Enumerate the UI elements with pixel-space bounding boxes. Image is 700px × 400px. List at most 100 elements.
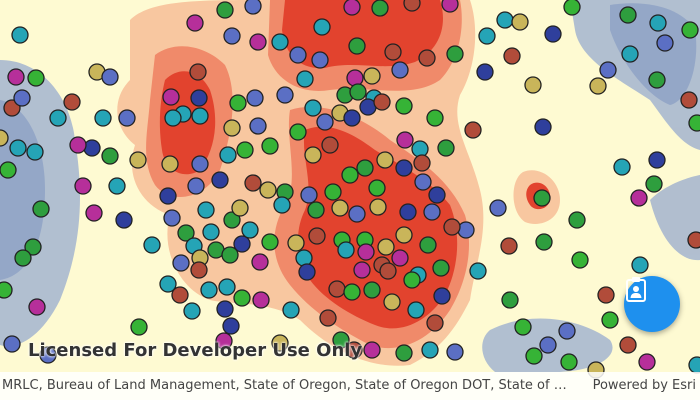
map-point-marker[interactable]: [680, 91, 698, 109]
map-point-marker[interactable]: [621, 45, 639, 63]
map-point-marker[interactable]: [533, 189, 551, 207]
map-point-marker[interactable]: [172, 254, 190, 272]
map-point-marker[interactable]: [223, 119, 241, 137]
map-point-marker[interactable]: [221, 246, 239, 264]
map-point-marker[interactable]: [391, 61, 409, 79]
map-point-marker[interactable]: [26, 143, 44, 161]
map-point-marker[interactable]: [162, 88, 180, 106]
map-point-marker[interactable]: [313, 18, 331, 36]
map-point-marker[interactable]: [223, 27, 241, 45]
map-point-marker[interactable]: [287, 234, 305, 252]
map-point-marker[interactable]: [215, 332, 233, 350]
map-point-marker[interactable]: [32, 200, 50, 218]
map-point-marker[interactable]: [418, 49, 436, 67]
map-point-marker[interactable]: [289, 46, 307, 64]
map-point-marker[interactable]: [190, 261, 208, 279]
map-point-marker[interactable]: [525, 347, 543, 365]
map-point-marker[interactable]: [357, 243, 375, 261]
map-point-marker[interactable]: [0, 129, 9, 147]
map-point-marker[interactable]: [211, 171, 229, 189]
map-point-marker[interactable]: [24, 238, 42, 256]
map-point-marker[interactable]: [304, 146, 322, 164]
map-point-marker[interactable]: [0, 281, 13, 299]
map-point-marker[interactable]: [568, 211, 586, 229]
map-point-marker[interactable]: [74, 177, 92, 195]
map-point-marker[interactable]: [94, 109, 112, 127]
map-point-marker[interactable]: [249, 117, 267, 135]
map-point-marker[interactable]: [403, 0, 421, 12]
map-point-marker[interactable]: [443, 218, 461, 236]
map-point-marker[interactable]: [376, 151, 394, 169]
map-point-marker[interactable]: [619, 6, 637, 24]
map-point-marker[interactable]: [478, 27, 496, 45]
map-point-marker[interactable]: [681, 21, 699, 39]
map-point-marker[interactable]: [441, 0, 459, 13]
map-point-marker[interactable]: [589, 77, 607, 95]
map-point-marker[interactable]: [395, 226, 413, 244]
map-point-marker[interactable]: [161, 155, 179, 173]
map-point-marker[interactable]: [687, 231, 700, 249]
map-point-marker[interactable]: [558, 322, 576, 340]
map-point-marker[interactable]: [159, 187, 177, 205]
map-point-marker[interactable]: [129, 151, 147, 169]
map-point-marker[interactable]: [261, 233, 279, 251]
map-point-marker[interactable]: [216, 300, 234, 318]
map-point-marker[interactable]: [171, 286, 189, 304]
map-point-marker[interactable]: [14, 249, 32, 267]
map-point-marker[interactable]: [534, 118, 552, 136]
map-point-marker[interactable]: [384, 43, 402, 61]
map-point-marker[interactable]: [159, 275, 177, 293]
map-point-marker[interactable]: [187, 177, 205, 195]
map-point-marker[interactable]: [363, 341, 381, 359]
map-point-marker[interactable]: [403, 271, 421, 289]
map-point-marker[interactable]: [186, 14, 204, 32]
map-point-marker[interactable]: [419, 236, 437, 254]
map-point-marker[interactable]: [496, 11, 514, 29]
map-point-marker[interactable]: [118, 109, 136, 127]
map-point-marker[interactable]: [511, 13, 529, 31]
map-point-marker[interactable]: [252, 291, 270, 309]
map-point-marker[interactable]: [648, 151, 666, 169]
map-point-marker[interactable]: [571, 251, 589, 269]
map-point-marker[interactable]: [28, 298, 46, 316]
map-point-marker[interactable]: [202, 223, 220, 241]
map-point-marker[interactable]: [353, 261, 371, 279]
map-point-marker[interactable]: [191, 155, 209, 173]
map-point-marker[interactable]: [69, 136, 87, 154]
map-point-marker[interactable]: [49, 109, 67, 127]
map-point-marker[interactable]: [414, 173, 432, 191]
map-point-marker[interactable]: [377, 238, 395, 256]
map-point-marker[interactable]: [324, 183, 342, 201]
map-point-marker[interactable]: [648, 71, 666, 89]
map-point-marker[interactable]: [560, 353, 578, 371]
map-point-marker[interactable]: [316, 113, 334, 131]
map-point-marker[interactable]: [177, 224, 195, 242]
floating-action-button[interactable]: [624, 276, 680, 332]
map-point-marker[interactable]: [399, 203, 417, 221]
map-point-marker[interactable]: [535, 233, 553, 251]
map-point-marker[interactable]: [273, 196, 291, 214]
map-point-marker[interactable]: [413, 154, 431, 172]
map-point-marker[interactable]: [307, 201, 325, 219]
map-point-marker[interactable]: [631, 256, 649, 274]
map-point-marker[interactable]: [229, 94, 247, 112]
map-point-marker[interactable]: [369, 198, 387, 216]
map-point-marker[interactable]: [163, 209, 181, 227]
map-point-marker[interactable]: [311, 51, 329, 69]
map-point-marker[interactable]: [597, 286, 615, 304]
map-point-marker[interactable]: [395, 97, 413, 115]
map-point-marker[interactable]: [645, 175, 663, 193]
map-point-marker[interactable]: [39, 346, 57, 364]
map-point-marker[interactable]: [346, 69, 364, 87]
map-point-marker[interactable]: [437, 139, 455, 157]
map-point-marker[interactable]: [271, 334, 289, 352]
map-point-marker[interactable]: [259, 181, 277, 199]
map-point-marker[interactable]: [219, 146, 237, 164]
map-point-marker[interactable]: [563, 0, 581, 16]
map-point-marker[interactable]: [356, 159, 374, 177]
map-point-marker[interactable]: [216, 1, 234, 19]
map-point-marker[interactable]: [601, 311, 619, 329]
map-point-marker[interactable]: [218, 278, 236, 296]
map-point-marker[interactable]: [501, 291, 519, 309]
